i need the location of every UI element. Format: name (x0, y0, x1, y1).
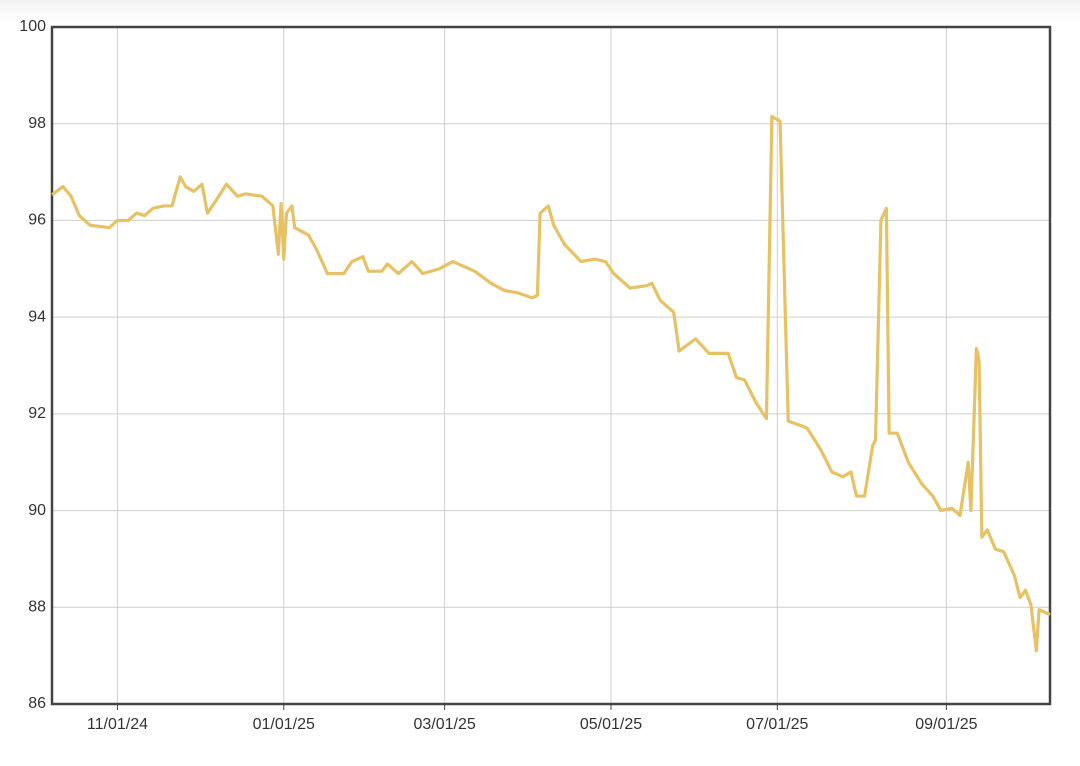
x-tick-label: 01/01/25 (253, 716, 315, 733)
y-tick-label: 98 (28, 115, 46, 132)
x-tick-label: 11/01/24 (87, 716, 148, 733)
x-tick-label: 05/01/25 (580, 716, 642, 733)
plot-frame (50, 25, 1052, 706)
y-tick-label: 90 (28, 502, 46, 519)
x-tick-label: 07/01/25 (746, 716, 808, 733)
x-tick-label: 03/01/25 (414, 716, 476, 733)
top-bar (0, 0, 1080, 22)
y-tick-label: 88 (28, 599, 46, 616)
x-tick-label: 09/01/25 (915, 716, 977, 733)
y-tick-label: 96 (28, 212, 46, 229)
data-line (51, 114, 1051, 653)
y-tick-label: 92 (28, 405, 46, 422)
y-tick-label: 86 (28, 695, 46, 712)
y-tick-label: 94 (28, 308, 46, 325)
y-tick-label: 100 (19, 18, 46, 35)
